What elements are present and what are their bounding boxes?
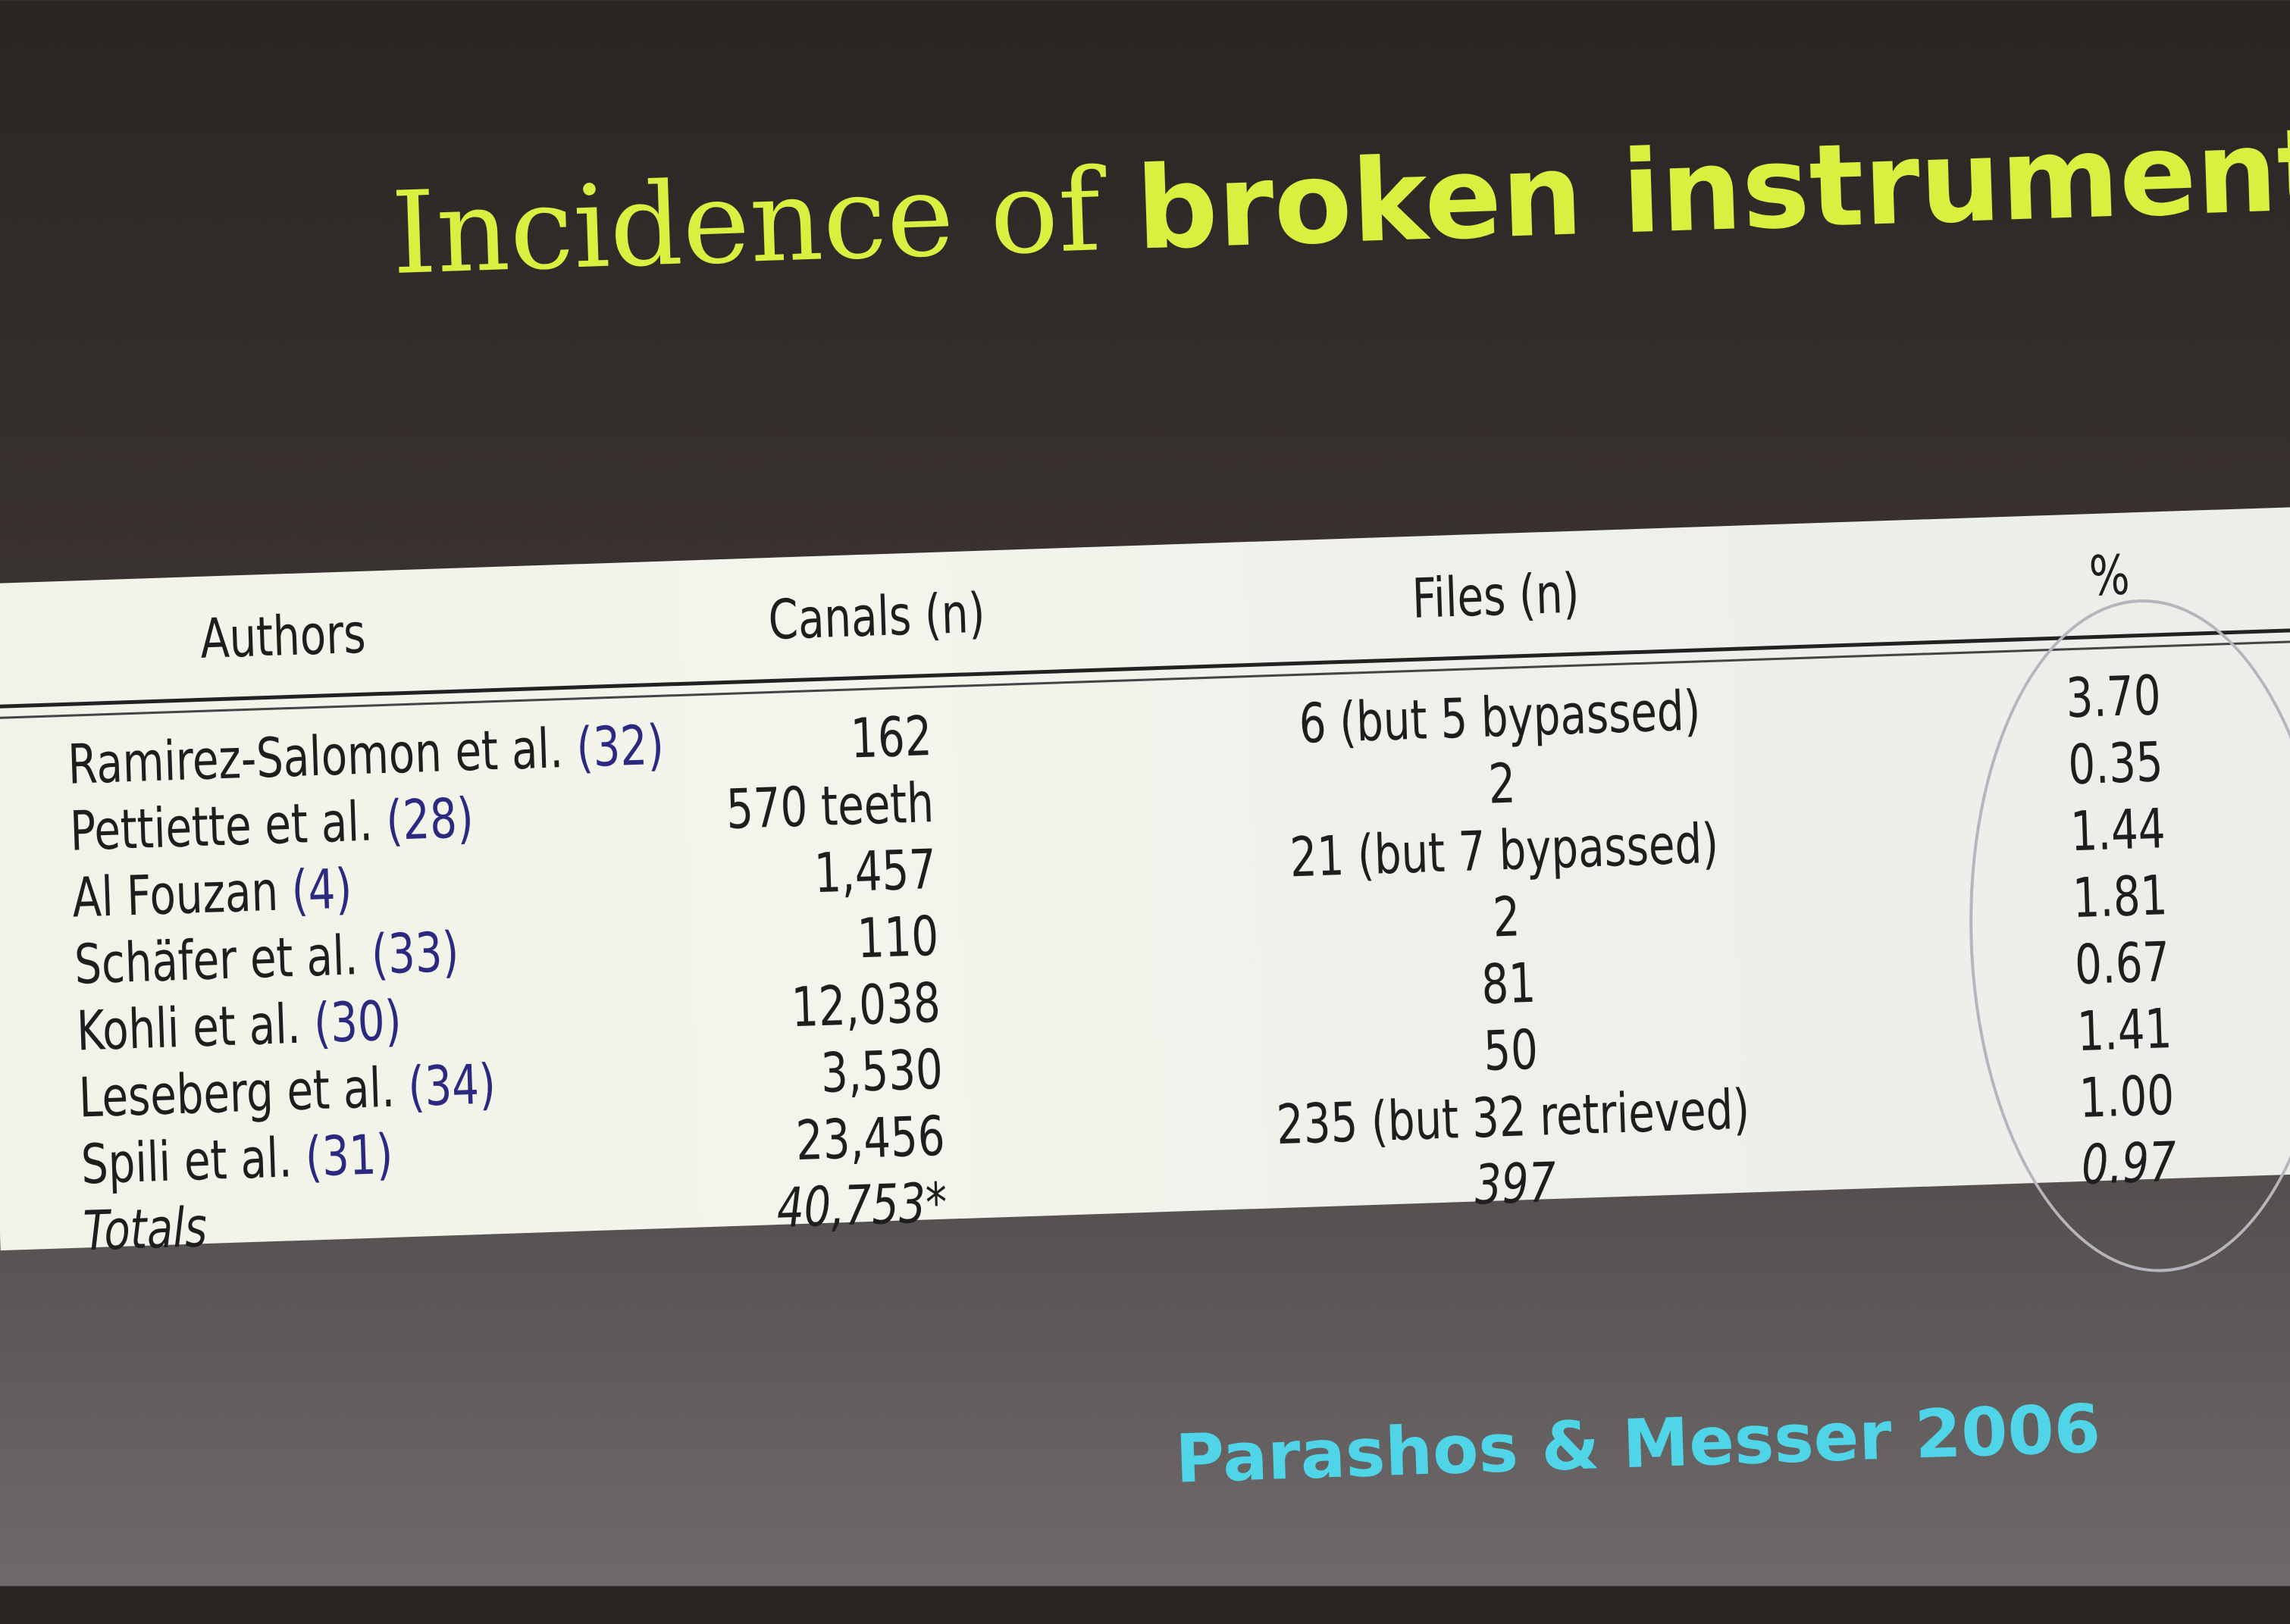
author-name: Schäfer et al. [73, 923, 359, 997]
percent-cell: 3.70 [2065, 663, 2162, 731]
canals-cell: 12,038 [790, 970, 941, 1040]
author-name: Spili et al. [80, 1125, 293, 1197]
title-part-2: broken instrument [1134, 104, 2290, 276]
canals-cell: 3,530 [819, 1037, 944, 1106]
title-part-1: Incidence of [389, 145, 1103, 301]
reference-number[interactable]: (4) [290, 856, 353, 923]
author-cell: Pettiette et al. (28) [69, 786, 475, 863]
canals-cell: 570 teeth [725, 770, 935, 841]
author-name: Leseberg et al. [77, 1055, 396, 1130]
totals-files: 397 [1473, 1150, 1557, 1217]
percent-cell: 1.44 [2069, 796, 2166, 864]
header-canals: Canals (n) [767, 581, 985, 652]
author-cell: Al Fouzan (4) [71, 856, 353, 929]
author-cell: Ramirez-Salomon et al. (32) [67, 713, 665, 796]
header-percent: % [2088, 543, 2131, 609]
canals-cell: 1,457 [813, 837, 938, 906]
reference-number[interactable]: (32) [575, 712, 666, 780]
author-cell: Kohli et al. (30) [76, 988, 403, 1062]
header-canals-text: Canals (n) [767, 580, 986, 652]
canals-cell: 23,456 [794, 1103, 946, 1173]
totals-percent: 0.97 [2080, 1129, 2178, 1197]
citation: Parashos & Messer 2006 [1173, 1389, 2102, 1498]
incidence-table: Authors Canals (n) Files (n) % Ramirez-S… [0, 505, 2290, 1278]
totals-canals: 40,753* [775, 1170, 948, 1241]
reference-number[interactable]: (31) [304, 1122, 394, 1189]
author-name: Al Fouzan [70, 859, 280, 930]
author-cell: Spili et al. (31) [80, 1122, 394, 1197]
slide-title: Incidence of broken instrument [390, 104, 2290, 300]
percent-cell: 0.67 [2073, 930, 2171, 997]
reference-number[interactable]: (34) [407, 1052, 497, 1119]
author-name: Ramirez-Salomon et al. [67, 716, 565, 796]
reference-number[interactable]: (33) [370, 919, 460, 987]
author-cell: Leseberg et al. (34) [78, 1052, 497, 1129]
percent-cell: 0.35 [2067, 730, 2164, 797]
author-name: Kohli et al. [75, 991, 302, 1063]
reference-number[interactable]: (30) [312, 988, 403, 1056]
totals-label: Totals [82, 1195, 208, 1263]
header-authors: Authors [199, 601, 367, 671]
reference-number[interactable]: (28) [385, 786, 475, 853]
percent-cell: 1.00 [2078, 1062, 2176, 1131]
author-name: Pettiette et al. [69, 789, 374, 863]
percent-cell: 1.81 [2071, 863, 2169, 931]
canals-cell: 162 [849, 703, 933, 771]
author-cell: Schäfer et al. (33) [74, 920, 460, 997]
percent-cell: 1.41 [2075, 996, 2173, 1064]
header-files: Files (n) [1411, 561, 1580, 631]
canals-cell: 110 [856, 903, 940, 971]
